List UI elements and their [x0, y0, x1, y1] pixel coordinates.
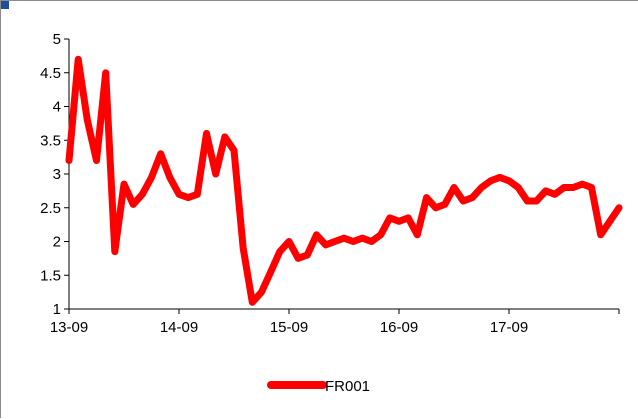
data-point: [597, 231, 604, 238]
y-tick-label: 1: [53, 301, 61, 318]
data-point: [267, 268, 274, 276]
data-point: [102, 69, 109, 76]
data-point: [441, 201, 449, 208]
data-point: [533, 197, 540, 205]
data-point: [65, 157, 73, 164]
legend-label: FR001: [325, 378, 370, 395]
data-point: [93, 157, 100, 164]
data-point: [129, 201, 137, 208]
data-point: [514, 184, 522, 191]
data-point: [606, 218, 614, 225]
data-point: [414, 231, 421, 238]
data-point: [276, 248, 284, 255]
y-tick-label: 2: [53, 234, 61, 251]
y-ticks: 1 1.5 2 2.5 3 3.5 4 4.5 5: [40, 31, 69, 318]
data-point: [148, 174, 155, 181]
data-point: [230, 147, 238, 154]
data-point: [505, 177, 513, 184]
data-point: [221, 133, 229, 141]
data-point: [203, 130, 210, 137]
y-tick-label: 2.5: [40, 200, 61, 217]
data-point: [294, 255, 302, 262]
data-point: [359, 234, 366, 242]
x-ticks: 13-09 14-09 15-09 16-09 17-09: [50, 309, 620, 336]
data-point: [74, 56, 82, 63]
data-point: [386, 214, 394, 222]
y-tick-label: 1.5: [40, 267, 61, 284]
y-tick-label: 3: [53, 166, 61, 183]
legend: FR001: [267, 378, 370, 395]
data-point: [569, 184, 577, 191]
data-point: [331, 238, 339, 245]
data-point: [615, 204, 623, 211]
data-point: [120, 180, 128, 188]
data-point: [340, 234, 348, 242]
data-point: [157, 150, 164, 157]
data-point: [322, 241, 329, 249]
data-point: [423, 194, 430, 201]
data-point: [139, 191, 146, 198]
data-point: [551, 191, 559, 198]
data-point: [166, 174, 174, 181]
data-point: [304, 251, 311, 259]
data-point: [496, 174, 504, 181]
data-point: [487, 177, 494, 184]
x-tick-label: 16-09: [380, 319, 418, 336]
data-point: [432, 204, 439, 211]
x-tick-label: 13-09: [50, 319, 88, 336]
data-point: [175, 191, 183, 198]
data-point: [285, 238, 293, 245]
x-tick-label: 15-09: [270, 319, 308, 336]
data-point: [249, 299, 256, 306]
data-point: [450, 184, 458, 191]
data-point: [368, 238, 375, 245]
data-point: [469, 194, 476, 201]
y-tick-label: 4: [53, 99, 61, 116]
series-layer: [65, 55, 623, 306]
corner-marker: [1, 1, 9, 9]
y-tick-label: 4.5: [40, 65, 61, 82]
data-point: [212, 170, 219, 178]
data-point: [588, 184, 595, 191]
data-point: [542, 187, 549, 195]
data-point: [313, 231, 320, 238]
data-point: [239, 245, 247, 252]
series-line-fr001: [65, 55, 623, 306]
data-point: [459, 197, 467, 205]
data-point: [579, 180, 586, 188]
data-point: [560, 184, 568, 191]
y-tick-label: 3.5: [40, 132, 61, 149]
data-point: [84, 116, 91, 124]
data-point: [184, 194, 192, 201]
data-point: [395, 218, 403, 225]
data-point: [404, 214, 412, 222]
data-point: [194, 191, 201, 198]
x-tick-label: 14-09: [160, 319, 198, 336]
data-point: [111, 248, 119, 255]
x-tick-label: 17-09: [490, 319, 528, 336]
data-point: [377, 231, 384, 238]
data-point: [524, 197, 531, 205]
data-point: [258, 288, 265, 296]
y-tick-label: 5: [53, 31, 61, 48]
data-point: [478, 184, 485, 191]
data-point: [349, 238, 357, 245]
